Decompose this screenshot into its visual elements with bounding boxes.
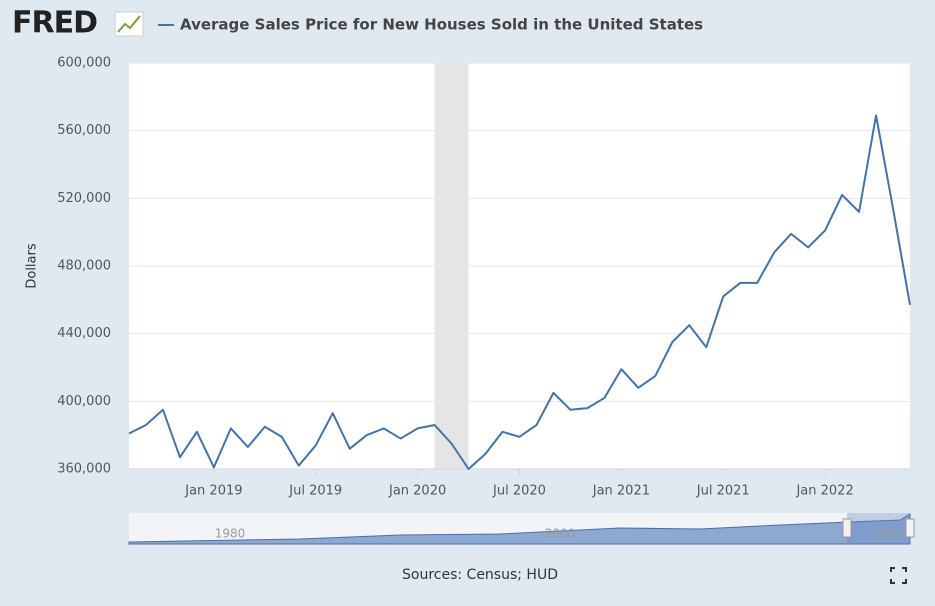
navigator-label: 1980 bbox=[215, 527, 246, 541]
y-tick-label: 600,000 bbox=[57, 56, 111, 71]
logo: FRED bbox=[12, 6, 97, 41]
source: Sources: Census; HUD bbox=[402, 567, 558, 583]
y-tick-label: 440,000 bbox=[57, 326, 111, 341]
navigator-label: 2000 bbox=[545, 527, 576, 541]
navigator bbox=[128, 513, 915, 545]
y-tick-label: 560,000 bbox=[57, 123, 111, 138]
y-tick-label: 400,000 bbox=[57, 394, 111, 409]
fullscreen-icon[interactable] bbox=[890, 567, 907, 584]
x-tick-label: Jan 2019 bbox=[184, 484, 242, 499]
x-tick-label: Jan 2020 bbox=[388, 484, 446, 499]
y-tick-label: 520,000 bbox=[57, 191, 111, 206]
y-axis-label: Dollars bbox=[25, 243, 40, 288]
logo-icon bbox=[114, 11, 144, 37]
x-tick-label: Jul 2021 bbox=[696, 484, 750, 499]
legend-label: Average Sales Price for New Houses Sold … bbox=[180, 16, 703, 34]
y-tick-label: 480,000 bbox=[57, 259, 111, 274]
y-tick-label: 360,000 bbox=[57, 462, 111, 477]
x-tick-label: Jan 2021 bbox=[592, 484, 650, 499]
x-tick-label: Jul 2020 bbox=[492, 484, 546, 499]
navigator-label: 2020 bbox=[875, 527, 906, 541]
data-line bbox=[128, 114, 911, 470]
x-tick-label: Jan 2022 bbox=[795, 484, 853, 499]
x-tick-label: Jul 2019 bbox=[288, 484, 342, 499]
